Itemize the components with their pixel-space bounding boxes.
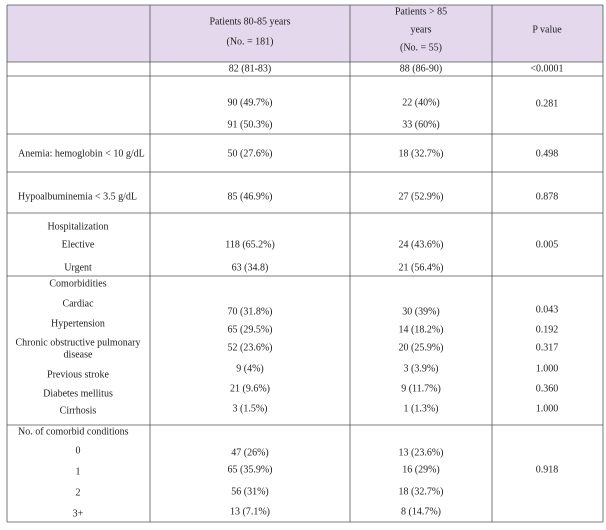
cell: 70 (31.8%) <box>228 306 273 317</box>
header-cell: P value <box>532 24 562 35</box>
row-label: 0 <box>76 445 81 456</box>
cell: 9 (11.7%) <box>401 383 441 394</box>
cell: 13 (23.6%) <box>399 447 444 458</box>
cell: 0.043 <box>536 304 559 315</box>
row-label: Hypoalbuminemia < 3.5 g/dL <box>18 191 137 202</box>
row-label: 1 <box>76 466 81 477</box>
cell: 52 (23.6%) <box>228 342 273 353</box>
cell: 22 (40%) <box>402 97 440 108</box>
cell: 0.317 <box>536 342 559 353</box>
cell: 0.918 <box>536 464 559 475</box>
cell: 30 (39%) <box>402 306 440 317</box>
cell: 9 (4%) <box>236 363 264 374</box>
row-label: Chronic obstructive pulmonary <box>16 337 141 348</box>
row-label: Comorbidities <box>49 278 106 289</box>
cell: 90 (49.7%) <box>228 97 273 108</box>
row-label: 2 <box>76 487 81 498</box>
cell: 63 (34.8) <box>232 262 269 273</box>
grid <box>6 4 604 523</box>
cell: 65 (35.9%) <box>228 464 273 475</box>
cell: 20 (25.9%) <box>399 342 444 353</box>
row-label: Cardiac <box>62 298 94 309</box>
cell: 8 (14.7%) <box>401 506 441 517</box>
cell: 27 (52.9%) <box>399 191 444 202</box>
cell: 85 (46.9%) <box>228 191 273 202</box>
row-label: Anemia: hemoglobin < 10 g/dL <box>18 148 145 159</box>
cell: 0.878 <box>536 191 559 202</box>
cell: 16 (29%) <box>402 464 440 475</box>
cell: 82 (81-83) <box>229 63 272 74</box>
row-label: Hospitalization <box>47 221 108 232</box>
cell: 21 (9.6%) <box>230 383 270 394</box>
cell: 1.000 <box>536 403 559 414</box>
cell: 18 (32.7%) <box>399 148 444 159</box>
cell: 33 (60%) <box>402 119 440 130</box>
row-label: Diabetes mellitus <box>43 388 113 399</box>
cell: 1.000 <box>536 363 559 374</box>
cell: 56 (31%) <box>231 486 269 497</box>
cell: 0.281 <box>536 98 559 109</box>
cell: 18 (32.7%) <box>399 486 444 497</box>
cells: Patients 80-85 years (No. = 181) Patients … <box>16 6 564 519</box>
row-label: Elective <box>62 239 95 250</box>
cell: 0.360 <box>536 383 559 394</box>
cell: 24 (43.6%) <box>399 239 444 250</box>
cell: 88 (86-90) <box>400 63 443 74</box>
cell: 118 (65.2%) <box>225 239 275 250</box>
cell: 65 (29.5%) <box>228 324 273 335</box>
cell: 0.498 <box>536 148 559 159</box>
row-label: Previous stroke <box>47 369 110 380</box>
cell: 14 (18.2%) <box>399 324 444 335</box>
cell: 1 (1.3%) <box>404 403 439 414</box>
header-cell: (No. = 55) <box>400 42 442 53</box>
header-cell: years <box>410 24 431 35</box>
cell: 47 (26%) <box>231 447 269 458</box>
header-background <box>7 5 603 62</box>
header-cell: Patients > 85 <box>395 6 447 17</box>
cell: 0.005 <box>536 239 559 250</box>
cell: 91 (50.3%) <box>228 119 273 130</box>
cell: <0.0001 <box>530 63 563 74</box>
row-label: No. of comorbid conditions <box>18 426 129 437</box>
cell: 21 (56.4%) <box>399 262 444 273</box>
row-label: Urgent <box>64 262 92 273</box>
cell: 13 (7.1%) <box>230 506 270 517</box>
cell: 0.192 <box>536 324 559 335</box>
cell: 50 (27.6%) <box>228 148 273 159</box>
header-cell: Patients 80-85 years <box>209 16 290 27</box>
row-label: disease <box>64 349 93 360</box>
row-label: Cirrhosis <box>60 405 97 416</box>
cell: 3 (3.9%) <box>404 363 439 374</box>
row-label: 3+ <box>73 508 84 519</box>
row-label: Hypertension <box>51 318 105 329</box>
cell: 3 (1.5%) <box>233 403 268 414</box>
header-cell: (No. = 181) <box>226 36 273 47</box>
